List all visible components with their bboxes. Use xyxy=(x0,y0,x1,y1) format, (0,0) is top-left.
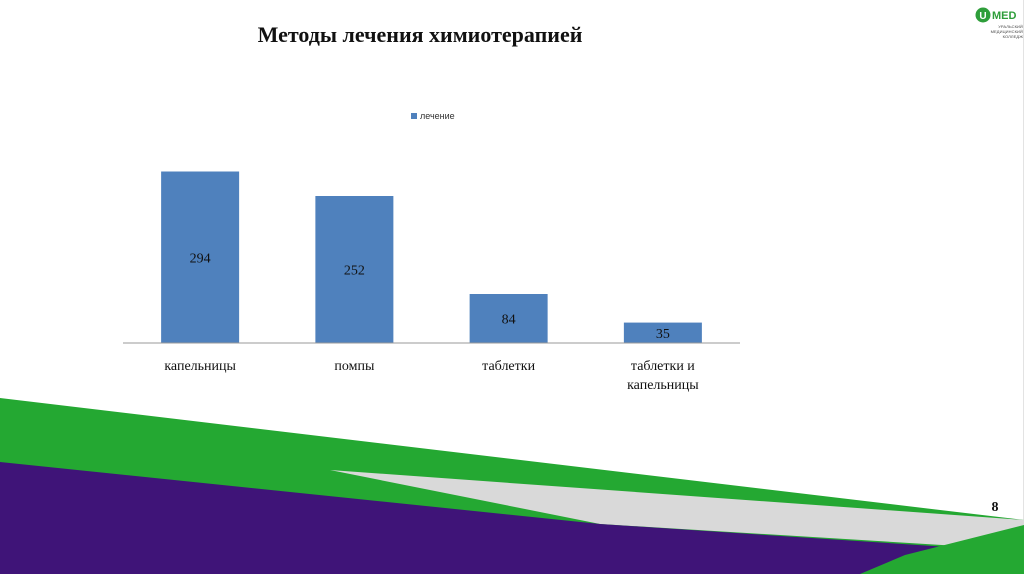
chart-legend: лечение xyxy=(411,109,455,123)
data-label-1: 252 xyxy=(344,264,365,279)
logo-subtitle-line: КОЛЛЕДЖ xyxy=(1002,34,1023,39)
legend-swatch xyxy=(411,113,417,119)
svg-text:MED: MED xyxy=(992,10,1017,22)
grey-band xyxy=(330,470,1024,550)
bar-1 xyxy=(315,196,394,343)
bar-2 xyxy=(469,294,548,343)
bar-0 xyxy=(161,171,240,343)
college-logo: U MED УРАЛЬСКИЙ МЕДИЦИНСКИЙ КОЛЛЕДЖ xyxy=(975,6,1023,42)
category-label-1: помпы xyxy=(334,359,375,374)
page-number: 8 xyxy=(991,500,999,515)
category-label-0: капельницы xyxy=(164,359,236,374)
category-label-2: таблетки xyxy=(482,359,535,374)
bar-3 xyxy=(623,322,702,343)
category-label-3-line-0: таблетки и xyxy=(631,359,695,374)
slide-title: Методы лечения химиотерапией xyxy=(257,22,583,47)
data-label-0: 294 xyxy=(190,251,211,266)
data-label-2: 84 xyxy=(502,313,516,328)
logo-subtitle-line: МЕДИЦИНСКИЙ xyxy=(990,29,1023,34)
chart-bars xyxy=(161,171,702,343)
purple-band xyxy=(0,462,1024,574)
svg-text:U: U xyxy=(979,11,986,22)
logo-subtitle-line: УРАЛЬСКИЙ xyxy=(998,24,1023,29)
data-label-3: 35 xyxy=(656,327,670,342)
umed-logo-icon: U MED xyxy=(975,7,1017,23)
chart-labels: 294 капельницы 252 помпы 84 таблетки 35 таблетк… xyxy=(164,251,699,393)
category-label-3-line-1: капельницы xyxy=(627,378,699,393)
green-corner-band xyxy=(860,525,1024,574)
legend-label: лечение xyxy=(420,111,455,121)
